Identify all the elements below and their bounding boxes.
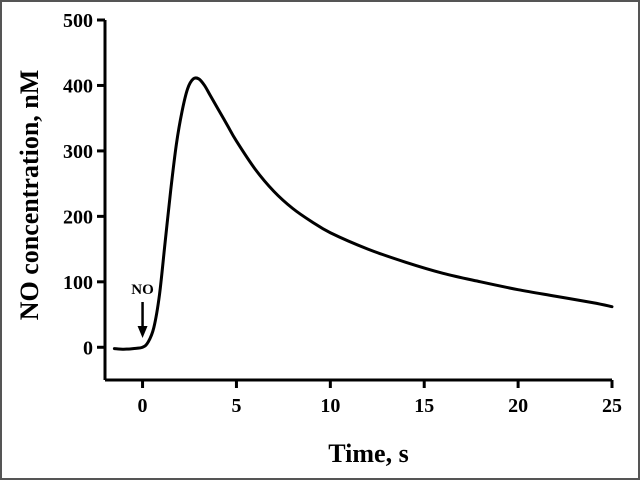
- x-tick-label: 25: [602, 395, 622, 417]
- annotation-arrow-head: [137, 326, 148, 338]
- x-tick-label: 20: [508, 395, 528, 417]
- tick-marks: [97, 18, 614, 388]
- concentration-curve: [112, 76, 614, 351]
- x-tick-label: 10: [320, 395, 340, 417]
- y-tick-label: 300: [63, 141, 93, 163]
- x-tick-label: 5: [231, 395, 241, 417]
- y-tick-label: 500: [63, 10, 93, 32]
- y-tick-label: 400: [63, 75, 93, 97]
- no-injection-marker: NO: [131, 282, 154, 338]
- axes: [103, 20, 612, 382]
- x-tick-label: 15: [414, 395, 434, 417]
- y-axis-title: NO concentration, nM: [15, 70, 44, 321]
- x-axis-title: Time, s: [328, 439, 408, 468]
- y-tick-label: 200: [63, 206, 93, 228]
- x-tick-label: 0: [138, 395, 148, 417]
- y-tick-label: 100: [63, 272, 93, 294]
- annotation-label: NO: [131, 282, 154, 298]
- tick-labels: 0 100 200 300 400 500 0 5 10 15 20 25: [63, 10, 622, 417]
- y-tick-label: 0: [83, 337, 93, 359]
